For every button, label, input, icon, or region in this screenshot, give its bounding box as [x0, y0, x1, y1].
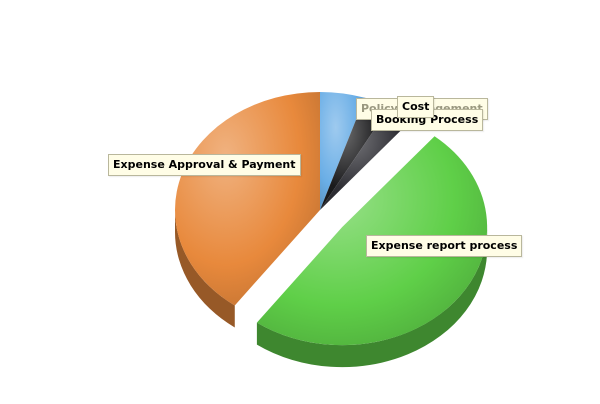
pie-slice-policy-management	[320, 92, 365, 210]
label-expense-approval-payment: Expense Approval & Payment	[108, 154, 301, 176]
label-expense-report-process: Expense report process	[366, 235, 523, 257]
label-cost: Cost	[397, 96, 435, 118]
pie-side-expense-approval-payment	[175, 210, 235, 328]
pie-slice-booking-process	[320, 106, 413, 210]
pie-side-expense-report-process	[256, 227, 488, 368]
pie-slice-expense-approval-payment	[174, 92, 320, 306]
